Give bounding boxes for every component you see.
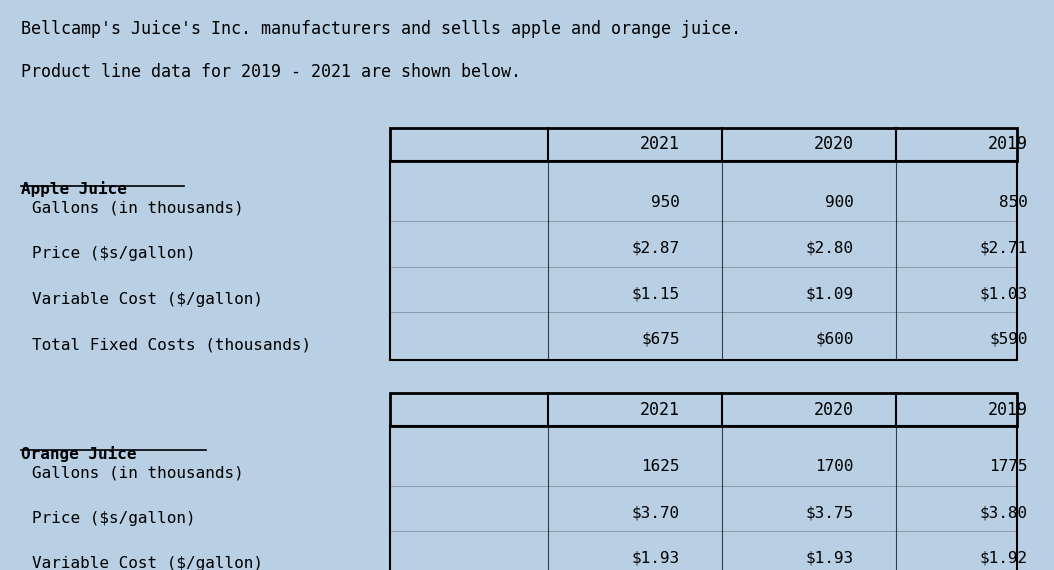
Text: $675: $675: [641, 332, 680, 347]
Text: Gallons (in thousands): Gallons (in thousands): [32, 201, 243, 215]
Text: 2020: 2020: [814, 401, 854, 419]
FancyBboxPatch shape: [390, 128, 1017, 161]
Text: Variable Cost ($/gallon): Variable Cost ($/gallon): [32, 556, 262, 570]
Text: $1.15: $1.15: [631, 286, 680, 301]
Text: 2019: 2019: [988, 401, 1028, 419]
Text: $1.92: $1.92: [979, 551, 1028, 565]
Text: $2.71: $2.71: [979, 241, 1028, 255]
Text: 1625: 1625: [641, 459, 680, 474]
Text: Bellcamp's Juice's Inc. manufacturers and sellls apple and orange juice.: Bellcamp's Juice's Inc. manufacturers an…: [21, 20, 741, 38]
Text: Price ($s/gallon): Price ($s/gallon): [32, 246, 195, 261]
Text: 2021: 2021: [640, 136, 680, 153]
Text: Price ($s/gallon): Price ($s/gallon): [32, 511, 195, 526]
Text: 1775: 1775: [989, 459, 1028, 474]
Text: $3.75: $3.75: [805, 505, 854, 520]
Text: $2.87: $2.87: [631, 241, 680, 255]
Text: Total Fixed Costs (thousands): Total Fixed Costs (thousands): [32, 337, 311, 352]
Text: $1.93: $1.93: [805, 551, 854, 565]
Text: 900: 900: [825, 195, 854, 210]
Text: 1700: 1700: [815, 459, 854, 474]
Text: $3.70: $3.70: [631, 505, 680, 520]
Text: 2019: 2019: [988, 136, 1028, 153]
Text: $1.09: $1.09: [805, 286, 854, 301]
Text: Apple Juice: Apple Juice: [21, 181, 126, 197]
Text: $600: $600: [815, 332, 854, 347]
FancyBboxPatch shape: [390, 393, 1017, 426]
Text: Gallons (in thousands): Gallons (in thousands): [32, 465, 243, 480]
Text: $590: $590: [989, 332, 1028, 347]
Text: $1.03: $1.03: [979, 286, 1028, 301]
Text: 850: 850: [999, 195, 1028, 210]
Text: 2020: 2020: [814, 136, 854, 153]
Text: $3.80: $3.80: [979, 505, 1028, 520]
Text: 2021: 2021: [640, 401, 680, 419]
Text: $1.93: $1.93: [631, 551, 680, 565]
Text: Orange Juice: Orange Juice: [21, 446, 137, 462]
Text: $2.80: $2.80: [805, 241, 854, 255]
Text: Variable Cost ($/gallon): Variable Cost ($/gallon): [32, 292, 262, 307]
Text: 950: 950: [651, 195, 680, 210]
Text: Product line data for 2019 - 2021 are shown below.: Product line data for 2019 - 2021 are sh…: [21, 63, 521, 81]
